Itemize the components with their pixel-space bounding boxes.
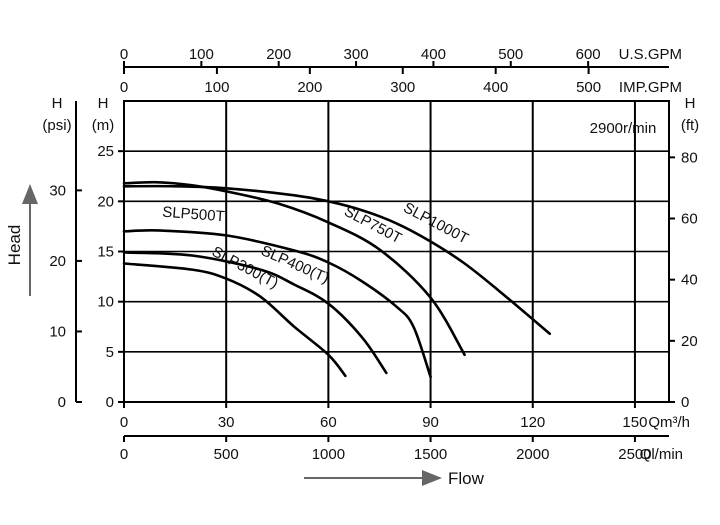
impgpm-tick-label: 400: [483, 79, 508, 96]
curve-slp750t: [122, 180, 466, 357]
m3h-tick-label: 30: [218, 414, 235, 431]
usgpm-tick-label: 300: [344, 46, 369, 63]
m3h-tick-label: 150: [622, 414, 647, 431]
impgpm-tick-label: 500: [576, 79, 601, 96]
ft-tick-label: 20: [681, 333, 698, 350]
usgpm-tick-label: 500: [498, 46, 523, 63]
usgpm-unit: U.S.GPM: [619, 46, 682, 63]
m3h-tick-label: 0: [120, 414, 128, 431]
lmin-tick-label: 2500: [618, 446, 651, 463]
axis-ticks: [76, 61, 675, 442]
psi-tick-label: 30: [49, 182, 66, 199]
ft-tick-label: 60: [681, 211, 698, 228]
m-tick-label: 20: [97, 193, 114, 210]
psi-tick-label: 0: [58, 394, 66, 411]
m-tick-label: 25: [97, 143, 114, 160]
usgpm-tick-label: 0: [120, 46, 128, 63]
ft-tick-label: 40: [681, 272, 698, 289]
m3h-tick-label: 120: [520, 414, 545, 431]
psi-unit-top: H: [52, 95, 63, 112]
usgpm-tick-label: 200: [266, 46, 291, 63]
psi-tick-label: 20: [49, 253, 66, 270]
curve-slp1000t: [122, 184, 552, 336]
grid: [124, 101, 669, 402]
psi-unit-bottom: (psi): [42, 117, 71, 134]
lmin-tick-label: 0: [120, 446, 128, 463]
impgpm-tick-label: 100: [204, 79, 229, 96]
impgpm-tick-label: 0: [120, 79, 128, 96]
m-tick-label: 15: [97, 244, 114, 261]
x-axis-title: Flow: [448, 469, 485, 488]
y-axis-title: Head: [5, 225, 24, 266]
impgpm-tick-label: 200: [297, 79, 322, 96]
m3h-tick-label: 90: [422, 414, 439, 431]
curve-label-slp500t: SLP500T: [162, 204, 226, 226]
curve-slp300-t: [122, 262, 347, 378]
curve-slp500t: [122, 228, 432, 379]
m-unit-top: H: [98, 95, 109, 112]
ft-unit-bottom: (ft): [681, 117, 699, 134]
ft-tick-label: 0: [681, 394, 689, 411]
usgpm-tick-label: 100: [189, 46, 214, 63]
lmin-unit: Ql/min: [640, 446, 683, 463]
usgpm-tick-label: 400: [421, 46, 446, 63]
ft-unit-top: H: [685, 95, 696, 112]
lmin-tick-label: 2000: [516, 446, 549, 463]
impgpm-tick-label: 300: [390, 79, 415, 96]
m-tick-label: 10: [97, 294, 114, 311]
m-tick-label: 5: [106, 344, 114, 361]
lmin-tick-label: 1500: [414, 446, 447, 463]
m3h-tick-label: 60: [320, 414, 337, 431]
m3h-unit: Qm³/h: [648, 414, 690, 431]
usgpm-tick-label: 600: [576, 46, 601, 63]
curve-slp400-t: [122, 251, 388, 375]
ft-tick-label: 80: [681, 149, 698, 166]
lmin-tick-label: 500: [214, 446, 239, 463]
curve-label-slp750t: SLP750T: [341, 203, 404, 247]
speed-label: 2900r/min: [590, 120, 657, 137]
lmin-tick-label: 1000: [312, 446, 345, 463]
m-unit-bottom: (m): [92, 117, 115, 134]
psi-tick-label: 10: [49, 323, 66, 340]
impgpm-unit: IMP.GPM: [619, 79, 682, 96]
m-tick-label: 0: [106, 394, 114, 411]
curve-label-slp1000t: SLP1000T: [401, 199, 472, 247]
